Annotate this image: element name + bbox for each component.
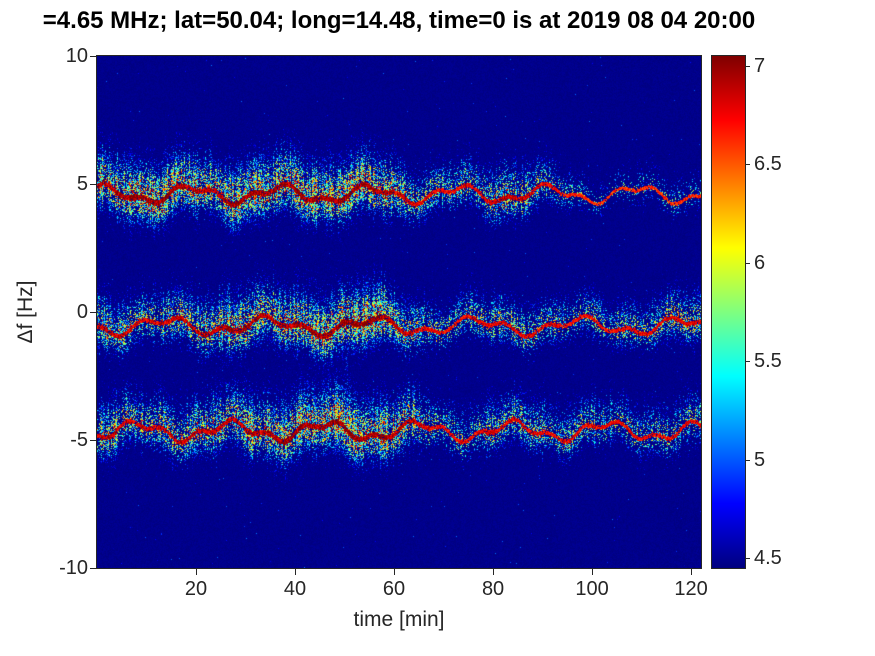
x-tick-mark	[591, 569, 593, 575]
y-tick-label: -5	[70, 429, 88, 451]
y-tick-label: -10	[59, 557, 88, 579]
y-tick-mark	[90, 312, 96, 313]
x-tick-label: 60	[382, 578, 406, 600]
spectrogram-canvas	[97, 56, 701, 568]
x-tick-mark	[690, 569, 692, 575]
plot-area	[96, 55, 702, 569]
y-tick-label: 0	[76, 301, 88, 323]
y-tick-mark	[90, 568, 96, 569]
colorbar-tick-label: 4.5	[754, 547, 782, 570]
colorbar-canvas	[712, 56, 745, 568]
colorbar-tick-mark	[746, 65, 750, 67]
colorbar-tick-label: 5	[754, 448, 766, 471]
colorbar-tick-mark	[746, 361, 750, 363]
chart-title: =4.65 MHz; lat=50.04; long=14.48, time=0…	[42, 7, 756, 34]
colorbar-tick-label: 6.5	[754, 153, 782, 176]
colorbar	[711, 55, 746, 569]
colorbar-tick-label: 6	[754, 251, 766, 274]
colorbar-tick-mark	[746, 459, 750, 461]
y-tick-label: 10	[65, 45, 88, 67]
colorbar-tick-mark	[746, 164, 750, 166]
colorbar-tick-label: 5.5	[754, 350, 782, 373]
y-tick-mark	[90, 184, 96, 185]
y-tick-label: 5	[76, 173, 88, 195]
y-tick-mark	[90, 440, 96, 441]
colorbar-tick-mark	[746, 262, 750, 264]
x-tick-label: 40	[283, 578, 307, 600]
x-axis-label: time [min]	[353, 608, 445, 631]
x-tick-label: 100	[575, 578, 609, 600]
x-tick-mark	[195, 569, 197, 575]
y-tick-mark	[90, 56, 96, 57]
x-tick-label: 120	[674, 578, 708, 600]
x-tick-mark	[492, 569, 494, 575]
x-tick-mark	[294, 569, 296, 575]
colorbar-tick-mark	[746, 558, 750, 560]
colorbar-tick-label: 7	[754, 54, 766, 77]
x-tick-label: 20	[184, 578, 208, 600]
x-tick-label: 80	[481, 578, 505, 600]
x-tick-mark	[393, 569, 395, 575]
